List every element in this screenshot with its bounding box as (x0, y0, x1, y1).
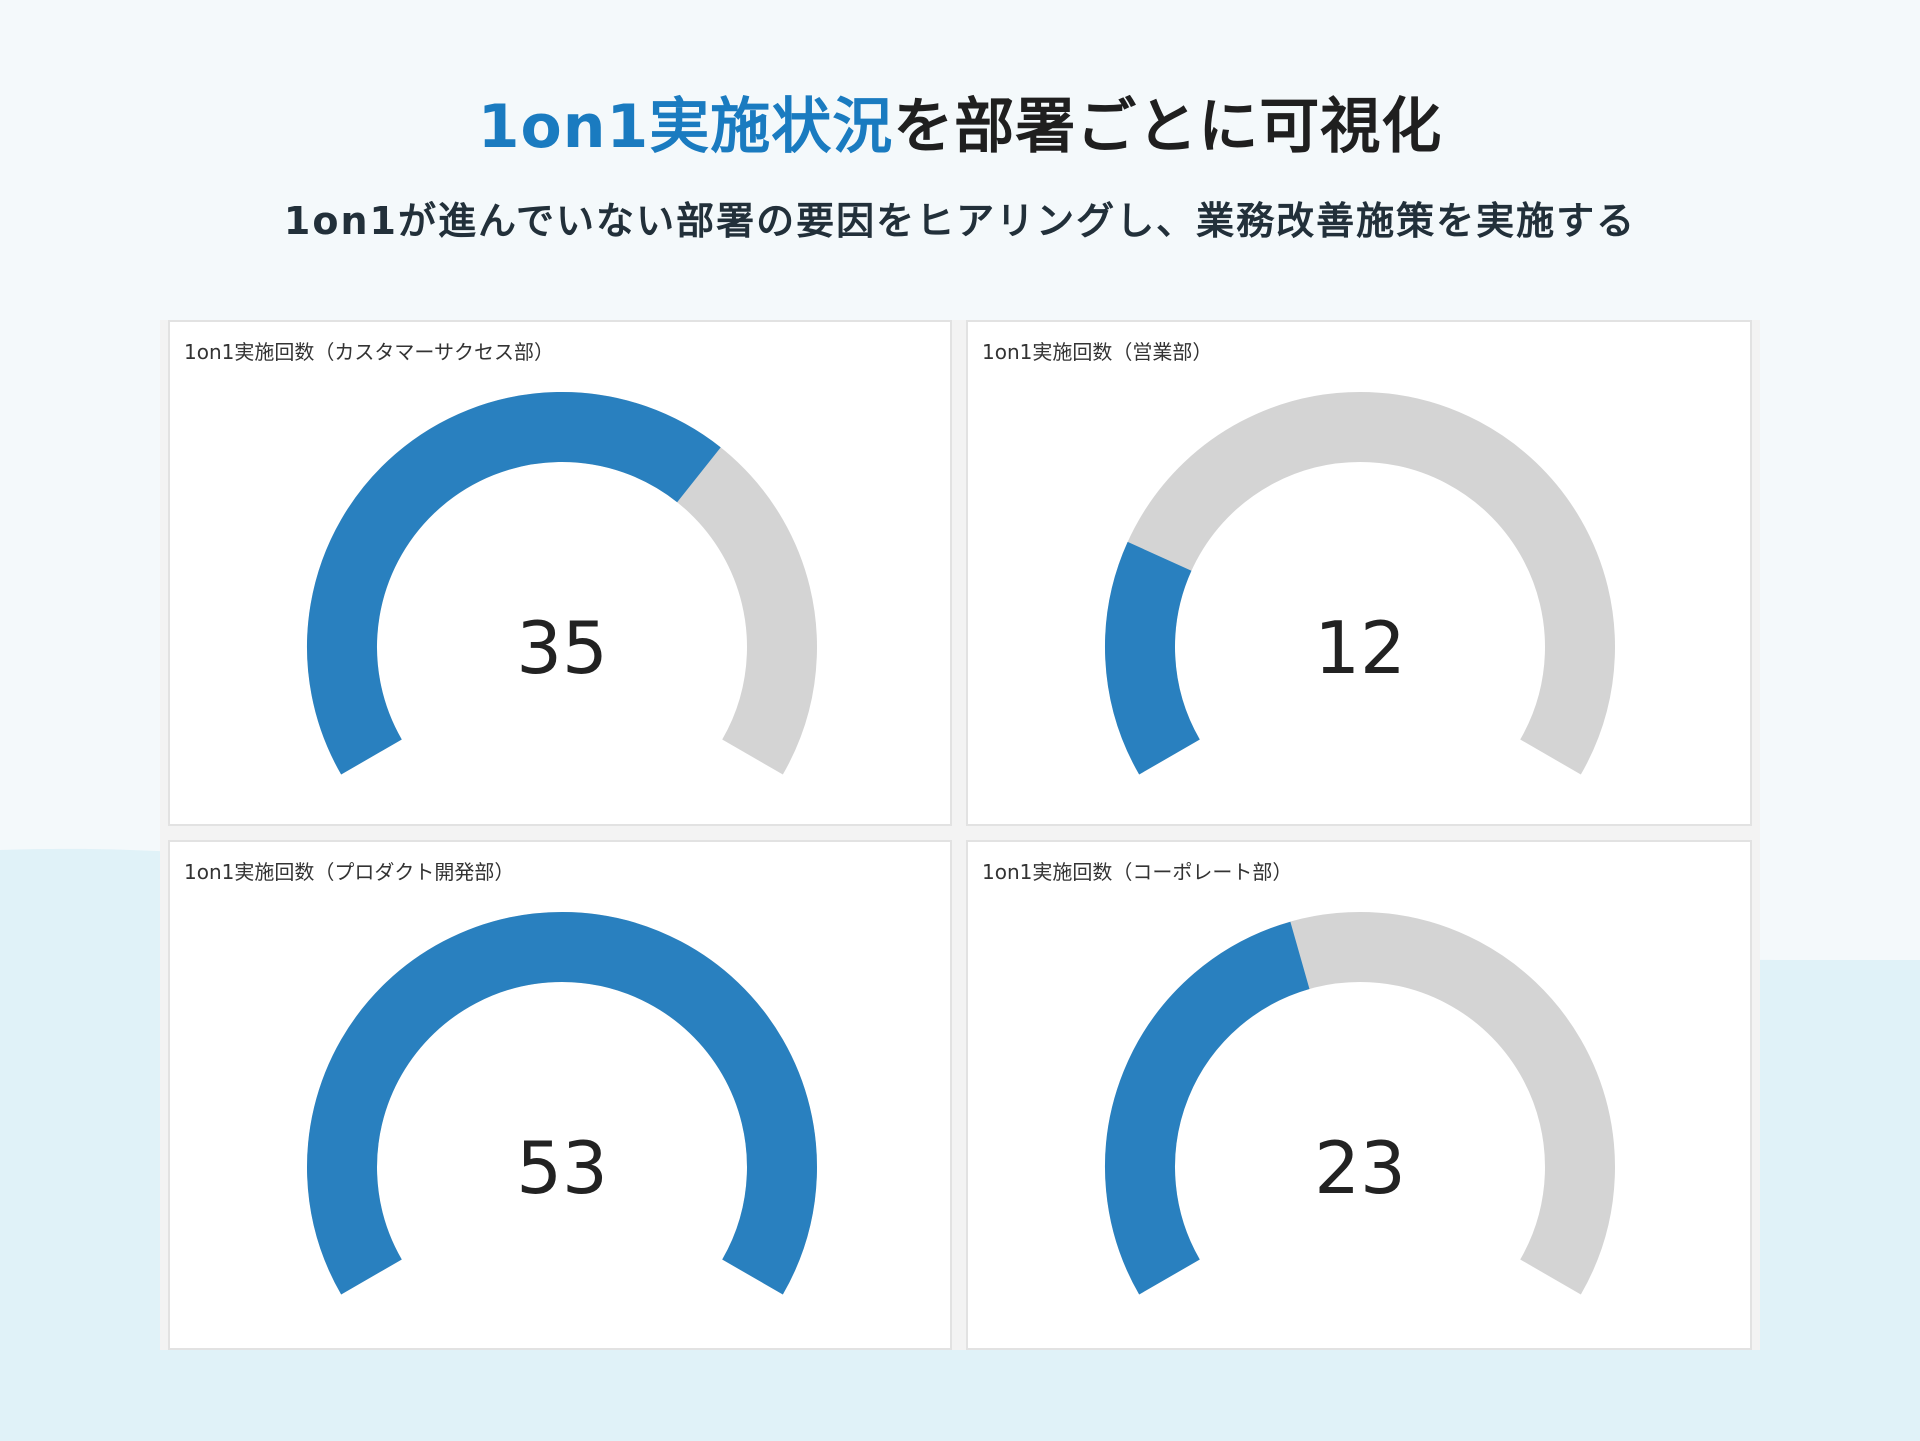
gauge-value-arc (307, 912, 817, 1295)
gauge-chart: 53 (307, 912, 817, 1295)
dashboard-board: 1on1実施回数（カスタマーサクセス部） 35 1on1実施回数（営業部） 12… (160, 320, 1760, 1350)
headline-accent: 1on1実施状況 (477, 92, 894, 162)
gauge-title: 1on1実施回数（カスタマーサクセス部） (184, 340, 554, 364)
gauge-value-arc (1105, 541, 1201, 775)
gauge-value-label: 35 (516, 606, 608, 690)
gauge-chart: 23 (1105, 912, 1615, 1295)
gauge-chart: 35 (307, 392, 817, 775)
gauge-title: 1on1実施回数（プロダクト開発部） (184, 860, 515, 884)
gauge-value-label: 23 (1314, 1126, 1406, 1210)
page-subhead: 1on1が進んでいない部署の要因をヒアリングし、業務改善施策を実施する (283, 199, 1637, 243)
gauge-value-arc (1105, 921, 1311, 1295)
gauge-panel-product-dev: 1on1実施回数（プロダクト開発部） 53 (168, 840, 952, 1350)
gauge-title: 1on1実施回数（コーポレート部） (982, 860, 1293, 884)
gauge-value-label: 12 (1314, 606, 1406, 690)
gauge-value-arc (307, 392, 721, 775)
page-headline: 1on1実施状況を部署ごとに可視化 (0, 78, 1920, 165)
gauge-chart: 12 (1105, 392, 1615, 775)
gauge-title: 1on1実施回数（営業部） (982, 340, 1213, 364)
gauge-track (1105, 392, 1615, 775)
gauge-panel-corporate: 1on1実施回数（コーポレート部） 23 (966, 840, 1752, 1350)
gauge-panel-customer-success: 1on1実施回数（カスタマーサクセス部） 35 (168, 320, 952, 826)
gauge-value-label: 53 (516, 1126, 608, 1210)
gauge-panel-sales: 1on1実施回数（営業部） 12 (966, 320, 1752, 826)
headline-rest: を部署ごとに可視化 (893, 92, 1443, 162)
